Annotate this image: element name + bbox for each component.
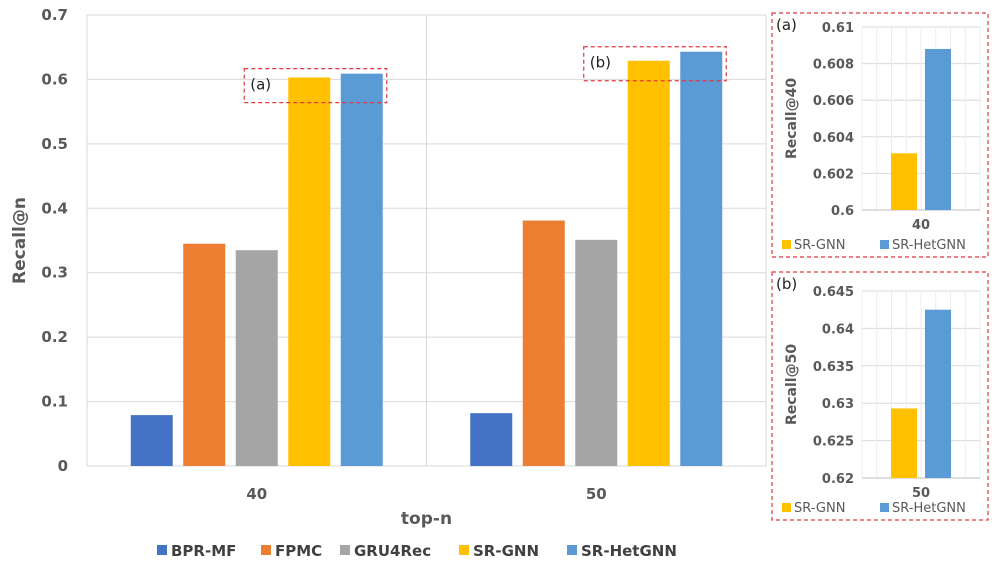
main-bar: [130, 415, 173, 466]
main-bar: [575, 239, 618, 466]
main-bar: [470, 413, 513, 466]
inset-a: (a) 0.6 0.602 0.604 0.606 0.608 0.61 40 Recall@4…: [771, 12, 989, 258]
inset-b-y-tick-label: 0.635: [813, 360, 854, 375]
main-zoom-label: (b): [590, 54, 611, 72]
main-legend-swatch: [340, 545, 350, 555]
inset-b-legend-swatch: [880, 503, 889, 512]
inset-b-y-tick-label: 0.62: [822, 472, 854, 487]
main-zoom-box: [243, 68, 388, 104]
inset-a-y-tick-label: 0.61: [822, 21, 854, 36]
main-legend-label: SR-GNN: [473, 542, 539, 560]
inset-a-y-tick-label: 0.606: [813, 94, 854, 109]
main-y-tick-label: 0.5: [41, 135, 68, 153]
main-bar: [680, 51, 723, 467]
main-zoom-box: [583, 46, 727, 82]
inset-a-x-tick-label: 40: [912, 218, 930, 233]
inset-b-y-tick-label: 0.625: [813, 435, 854, 450]
inset-b-frame: [771, 271, 989, 521]
main-legend-label: BPR-MF: [171, 542, 236, 560]
main-bar: [522, 220, 565, 466]
main-y-tick-label: 0.7: [41, 6, 68, 24]
inset-a-bar: [891, 153, 917, 210]
main-legend-label: SR-HetGNN: [581, 542, 677, 560]
main-y-tick-label: 0.6: [41, 70, 68, 88]
main-bar: [288, 77, 331, 466]
inset-b-y-tick-label: 0.645: [813, 285, 854, 300]
main-legend-swatch: [567, 545, 577, 555]
main-x-axis-title: top-n: [401, 509, 452, 529]
inset-a-y-tick-label: 0.602: [813, 167, 854, 182]
main-y-tick-label: 0: [58, 457, 68, 475]
inset-b: (b) 0.62 0.625 0.63 0.635 0.64 0.645 50 Recall@5…: [771, 271, 989, 521]
main-legend-swatch: [459, 545, 469, 555]
inset-a-y-tick-label: 0.6: [831, 204, 854, 219]
inset-a-legend-swatch: [880, 240, 889, 249]
main-bar: [235, 250, 278, 466]
main-legend-label: GRU4Rec: [354, 542, 431, 560]
inset-b-legend-label: SR-HetGNN: [892, 501, 966, 516]
main-x-tick-label: 40: [246, 485, 267, 503]
main-bar: [340, 73, 383, 466]
inset-a-legend-swatch: [782, 240, 791, 249]
inset-a-bar: [925, 48, 951, 211]
inset-a-legend-label: SR-GNN: [794, 238, 845, 253]
main-y-tick-label: 0.4: [41, 199, 68, 217]
inset-b-tag: (b): [776, 275, 797, 293]
inset-b-y-axis-title: Recall@50: [784, 344, 800, 425]
main-legend-swatch: [261, 545, 271, 555]
main-y-tick-label: 0.3: [41, 264, 68, 282]
main-y-tick-label: 0.1: [41, 393, 68, 411]
inset-a-y-tick-label: 0.608: [813, 58, 854, 73]
inset-a-y-axis-title: Recall@40: [784, 78, 800, 159]
main-legend-swatch: [157, 545, 167, 555]
inset-a-frame: [771, 12, 989, 258]
inset-a-tag: (a): [776, 16, 797, 34]
main-x-tick-label: 50: [586, 485, 607, 503]
inset-b-y-tick-label: 0.63: [822, 397, 854, 412]
main-y-axis-title: Recall@n: [10, 197, 30, 284]
inset-a-y-tick-label: 0.604: [813, 131, 854, 146]
main-bar: [627, 60, 670, 466]
main-bar: [183, 243, 226, 466]
main-chart: 0 0.1 0.2 0.3 0.4 0.5 0.6 0.7 40 50 (a) (b) Recall@n…: [10, 6, 767, 560]
inset-b-y-tick-label: 0.64: [822, 322, 854, 337]
main-zoom-label: (a): [250, 76, 271, 94]
main-legend: BPR-MF FPMC GRU4Rec SR-GNN SR-HetGNN: [157, 542, 677, 560]
inset-b-legend-label: SR-GNN: [794, 501, 845, 516]
inset-b-x-tick-label: 50: [912, 486, 930, 501]
inset-a-legend-label: SR-HetGNN: [892, 238, 966, 253]
inset-b-bar: [925, 309, 951, 478]
inset-b-legend-swatch: [782, 503, 791, 512]
main-legend-label: FPMC: [275, 542, 322, 560]
main-y-tick-label: 0.2: [41, 328, 68, 346]
inset-b-bar: [891, 408, 917, 478]
